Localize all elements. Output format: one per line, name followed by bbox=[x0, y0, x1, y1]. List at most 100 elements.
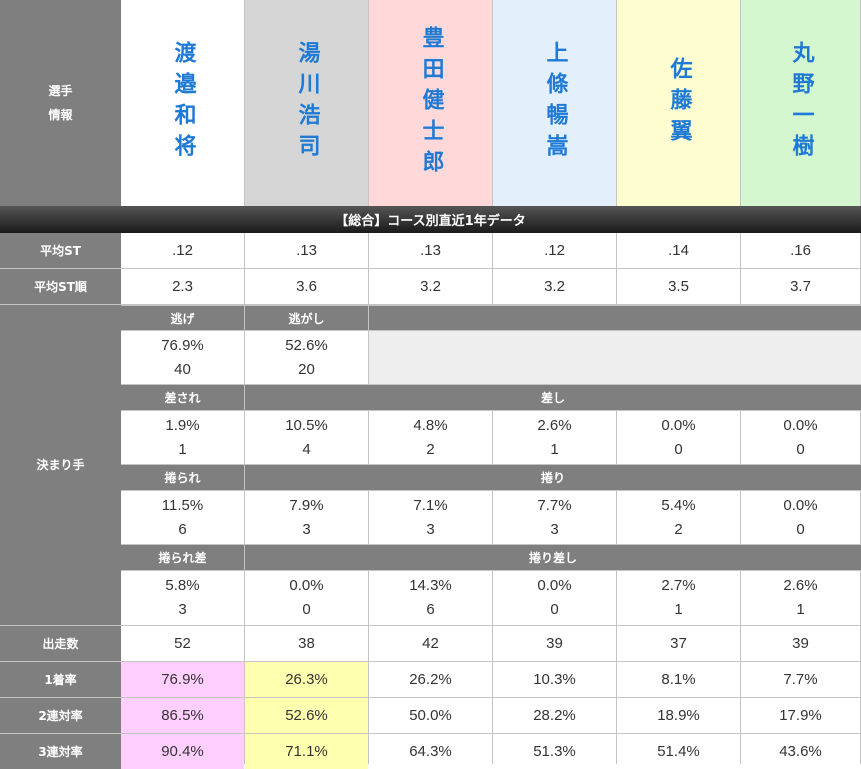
starts-value-text: 39 bbox=[546, 635, 563, 652]
avg_st-value-text: .16 bbox=[790, 242, 811, 259]
racer-name: 豊田健士郎 bbox=[418, 25, 444, 181]
makurare-value-count: 6 bbox=[178, 520, 187, 538]
nige-value: 76.9% 40 bbox=[121, 331, 244, 384]
makuri_sashi-value: 14.3% 6 bbox=[369, 571, 492, 625]
starts-value-text: 39 bbox=[792, 635, 809, 652]
makuri-value: 7.1% 3 bbox=[369, 491, 492, 544]
nigashi-value-pct: 52.6% bbox=[285, 336, 328, 354]
racer-name: 佐藤翼 bbox=[666, 56, 692, 150]
racer-name-cell: 渡邉和将 bbox=[121, 0, 244, 206]
avg_st_rank-value-text: 2.3 bbox=[172, 278, 193, 295]
makuri-value-count: 3 bbox=[426, 520, 435, 538]
win_rate-value-text: 8.1% bbox=[661, 671, 696, 688]
racer-name: 上條暢嵩 bbox=[542, 41, 568, 165]
avg_st-value-text: .12 bbox=[544, 242, 565, 259]
avg_st-label-text: 平均ST bbox=[40, 243, 81, 258]
racer-name: 湯川浩司 bbox=[294, 41, 320, 165]
makuri_sashi-value-pct: 2.6% bbox=[783, 577, 818, 594]
win_rate-label-text: 1着率 bbox=[44, 672, 77, 687]
top3_rate-value-text: 51.3% bbox=[533, 743, 576, 760]
sashi-value: 0.0% 0 bbox=[617, 411, 740, 464]
sashi-value-pct: 0.0% bbox=[661, 416, 696, 434]
starts-value-text: 38 bbox=[298, 635, 315, 652]
sashi-value-pct: 4.8% bbox=[413, 416, 448, 434]
sashi-value-count: 0 bbox=[674, 440, 683, 458]
avg_st_rank-value-text: 3.6 bbox=[296, 278, 317, 295]
section-title: 【総合】コース別直近1年データ bbox=[0, 206, 861, 233]
empty-cell bbox=[369, 331, 861, 384]
top3_rate-label: 3連対率 bbox=[0, 734, 121, 769]
starts-label: 出走数 bbox=[0, 626, 121, 661]
makuri_sashi-header: 捲り差し bbox=[245, 545, 861, 570]
win_rate-value: 8.1% bbox=[617, 662, 740, 697]
makurare_sashi-value-pct: 5.8% bbox=[165, 577, 200, 594]
top3_rate-value: 64.3% bbox=[369, 734, 492, 769]
avg_st-value: .16 bbox=[741, 233, 860, 268]
top2_rate-value: 52.6% bbox=[245, 698, 368, 733]
sasare-value-count: 1 bbox=[178, 440, 187, 458]
makuri_sashi-value-pct: 0.0% bbox=[289, 577, 324, 594]
racer-name-cell: 豊田健士郎 bbox=[369, 0, 492, 206]
starts-label-text: 出走数 bbox=[42, 636, 79, 651]
makuri-value-pct: 7.7% bbox=[537, 496, 572, 514]
racer-name-cell: 上條暢嵩 bbox=[493, 0, 616, 206]
avg_st-value-text: .13 bbox=[296, 242, 317, 259]
sashi-value-count: 1 bbox=[550, 440, 559, 458]
top3_rate-value-text: 90.4% bbox=[161, 743, 204, 760]
sashi-value: 2.6% 1 bbox=[493, 411, 616, 464]
racer-name: 丸野一樹 bbox=[788, 41, 814, 165]
top2_rate-value: 18.9% bbox=[617, 698, 740, 733]
makurare_sashi-header: 捲られ差 bbox=[121, 545, 244, 570]
makuri_sashi-value-pct: 0.0% bbox=[537, 577, 572, 594]
makuri-header: 捲り bbox=[245, 465, 861, 490]
starts-value-text: 52 bbox=[174, 635, 191, 652]
makuri-value-pct: 0.0% bbox=[783, 496, 818, 514]
makuri-value-count: 3 bbox=[302, 520, 311, 538]
top2_rate-value: 28.2% bbox=[493, 698, 616, 733]
win_rate-value-text: 10.3% bbox=[533, 671, 576, 688]
top3_rate-value: 51.3% bbox=[493, 734, 616, 769]
nigashi-value-count: 20 bbox=[298, 360, 315, 378]
starts-value: 42 bbox=[369, 626, 492, 661]
win_rate-value-text: 26.3% bbox=[285, 671, 328, 688]
avg_st-value: .13 bbox=[369, 233, 492, 268]
nige-value-pct: 76.9% bbox=[161, 336, 204, 354]
makuri-value-pct: 7.1% bbox=[413, 496, 448, 514]
win_rate-value-text: 7.7% bbox=[783, 671, 818, 688]
sashi-value-count: 4 bbox=[302, 440, 311, 458]
top3_rate-label-text: 3連対率 bbox=[38, 744, 83, 759]
win_rate-value: 26.2% bbox=[369, 662, 492, 697]
racer-name-cell: 佐藤翼 bbox=[617, 0, 740, 206]
makuri_sashi-value-count: 0 bbox=[302, 601, 311, 618]
makuri_sashi-value: 2.7% 1 bbox=[617, 571, 740, 625]
kimarite-label-text: 決まり手 bbox=[36, 458, 85, 472]
starts-value: 39 bbox=[493, 626, 616, 661]
win_rate-value: 7.7% bbox=[741, 662, 860, 697]
sasare-value: 1.9% 1 bbox=[121, 411, 244, 464]
win_rate-value: 76.9% bbox=[121, 662, 244, 697]
makuri-value-pct: 5.4% bbox=[661, 496, 696, 514]
sasare-value-pct: 1.9% bbox=[165, 416, 200, 434]
makuri-value: 0.0% 0 bbox=[741, 491, 860, 544]
makuri_sashi-value-count: 1 bbox=[796, 601, 805, 618]
win_rate-value: 10.3% bbox=[493, 662, 616, 697]
avg_st_rank-value: 2.3 bbox=[121, 269, 244, 304]
makuri_sashi-value: 2.6% 1 bbox=[741, 571, 860, 625]
racer-info-label: 選手 情報 bbox=[48, 84, 73, 122]
top2_rate-value: 17.9% bbox=[741, 698, 860, 733]
avg_st_rank-value-text: 3.5 bbox=[668, 278, 689, 295]
sashi-value-count: 0 bbox=[796, 440, 805, 458]
starts-value: 39 bbox=[741, 626, 860, 661]
win_rate-label: 1着率 bbox=[0, 662, 121, 697]
avg_st-value: .12 bbox=[121, 233, 244, 268]
sasare-header-text: 差され bbox=[164, 391, 201, 405]
kimarite-label: 決まり手 bbox=[0, 305, 121, 625]
sasare-header: 差され bbox=[121, 385, 244, 410]
blank-header bbox=[369, 306, 861, 330]
makuri_sashi-value-count: 6 bbox=[426, 601, 435, 618]
makuri-value-count: 0 bbox=[796, 520, 805, 538]
nigashi-header: 逃がし bbox=[245, 306, 368, 330]
avg_st-value: .14 bbox=[617, 233, 740, 268]
top3_rate-value-text: 71.1% bbox=[285, 743, 328, 760]
makuri-value-count: 3 bbox=[550, 520, 559, 538]
